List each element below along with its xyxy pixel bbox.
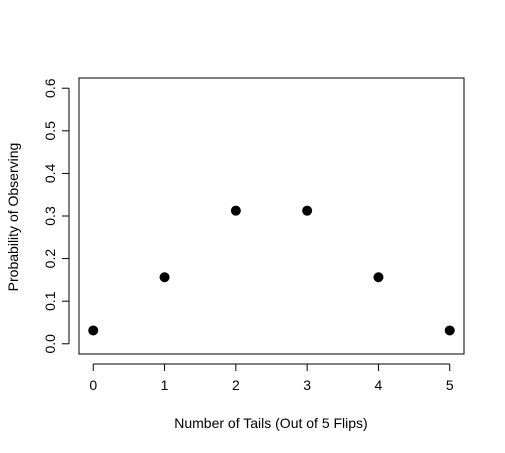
data-point xyxy=(444,325,455,336)
y-tick-label: 0.0 xyxy=(42,334,58,354)
y-tick-label: 0.1 xyxy=(42,291,58,311)
data-point xyxy=(373,272,384,283)
x-tick-label: 4 xyxy=(375,377,383,393)
data-point xyxy=(159,272,170,283)
x-axis-title: Number of Tails (Out of 5 Flips) xyxy=(174,415,367,431)
y-tick-label: 0.6 xyxy=(42,78,58,98)
data-point xyxy=(88,325,99,336)
x-axis: 0 1 2 3 4 5 xyxy=(89,363,454,393)
y-axis-title: Probability of Observing xyxy=(5,143,21,292)
x-tick-label: 0 xyxy=(89,377,97,393)
x-tick-label: 2 xyxy=(232,377,240,393)
x-tick-label: 3 xyxy=(303,377,311,393)
y-tick-label: 0.4 xyxy=(42,163,58,183)
y-axis: 0.0 0.1 0.2 0.3 0.4 0.5 0.6 xyxy=(42,78,70,354)
x-tick-label: 1 xyxy=(161,377,169,393)
data-point xyxy=(302,205,313,216)
x-tick-label: 5 xyxy=(446,377,454,393)
y-tick-label: 0.5 xyxy=(42,121,58,141)
y-tick-label: 0.3 xyxy=(42,206,58,226)
plot-box xyxy=(78,77,465,355)
data-point xyxy=(230,205,241,216)
data-points xyxy=(88,205,455,336)
y-tick-label: 0.2 xyxy=(42,249,58,269)
